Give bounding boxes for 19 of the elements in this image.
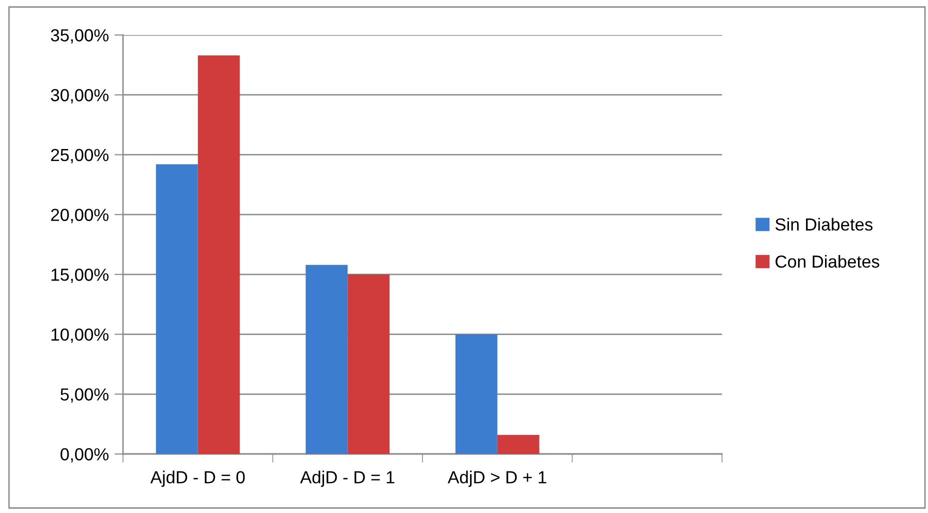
bar: [156, 164, 198, 454]
legend-label: Con Diabetes: [776, 255, 880, 268]
x-tick-label: AdjD - D = 1: [300, 470, 394, 487]
y-tick-label: 10,00%: [52, 328, 108, 343]
y-tick-label: 35,00%: [50, 29, 108, 44]
y-tick-label: 5,00%: [60, 388, 108, 403]
bar: [455, 334, 498, 454]
bar: [198, 55, 240, 454]
x-tick-label: AdjD > D + 1: [448, 470, 546, 487]
y-tick-label: 0,00%: [60, 448, 108, 463]
y-tick-label: 20,00%: [51, 208, 108, 224]
x-tick-label: AjdD - D = 0: [150, 470, 245, 487]
bar: [497, 434, 540, 454]
y-tick-label: 25,00%: [51, 148, 108, 164]
y-tick-label: 30,00%: [50, 89, 108, 104]
bar: [348, 274, 390, 454]
y-tick-label: 15,00%: [52, 268, 108, 283]
bar: [306, 264, 348, 454]
legend-label: Sin Diabetes: [775, 218, 872, 231]
